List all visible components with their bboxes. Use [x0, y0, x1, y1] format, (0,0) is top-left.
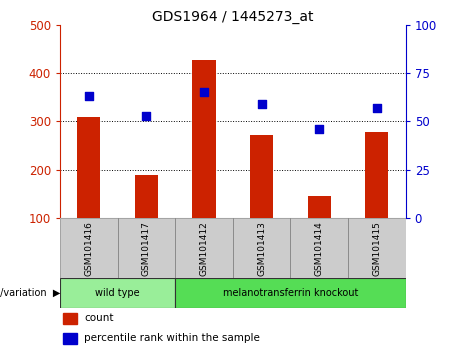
Point	[373, 105, 381, 111]
Bar	[365, 132, 388, 218]
FancyBboxPatch shape	[60, 218, 118, 278]
Bar	[250, 135, 273, 218]
Bar	[77, 116, 100, 218]
Text: melanotransferrin knockout: melanotransferrin knockout	[223, 288, 358, 298]
Bar	[64, 333, 77, 344]
Point	[200, 90, 207, 95]
Text: GSM101414: GSM101414	[315, 221, 324, 275]
Bar	[135, 175, 158, 218]
Bar	[64, 313, 77, 324]
FancyBboxPatch shape	[60, 278, 175, 308]
Text: percentile rank within the sample: percentile rank within the sample	[84, 333, 260, 343]
FancyBboxPatch shape	[175, 218, 233, 278]
Bar	[193, 59, 216, 218]
Point	[315, 126, 323, 132]
FancyBboxPatch shape	[118, 218, 175, 278]
Text: wild type: wild type	[95, 288, 140, 298]
Text: GSM101413: GSM101413	[257, 221, 266, 275]
Text: genotype/variation  ▶: genotype/variation ▶	[0, 288, 60, 298]
Point	[258, 101, 266, 107]
Point	[85, 93, 92, 99]
Text: GSM101415: GSM101415	[372, 221, 381, 275]
FancyBboxPatch shape	[233, 218, 290, 278]
Title: GDS1964 / 1445273_at: GDS1964 / 1445273_at	[152, 10, 313, 24]
FancyBboxPatch shape	[290, 218, 348, 278]
Text: GSM101412: GSM101412	[200, 221, 208, 275]
Text: GSM101417: GSM101417	[142, 221, 151, 275]
Bar	[308, 196, 331, 218]
Point	[142, 113, 150, 119]
FancyBboxPatch shape	[348, 218, 406, 278]
FancyBboxPatch shape	[175, 278, 406, 308]
Text: GSM101416: GSM101416	[84, 221, 93, 275]
Text: count: count	[84, 313, 113, 323]
